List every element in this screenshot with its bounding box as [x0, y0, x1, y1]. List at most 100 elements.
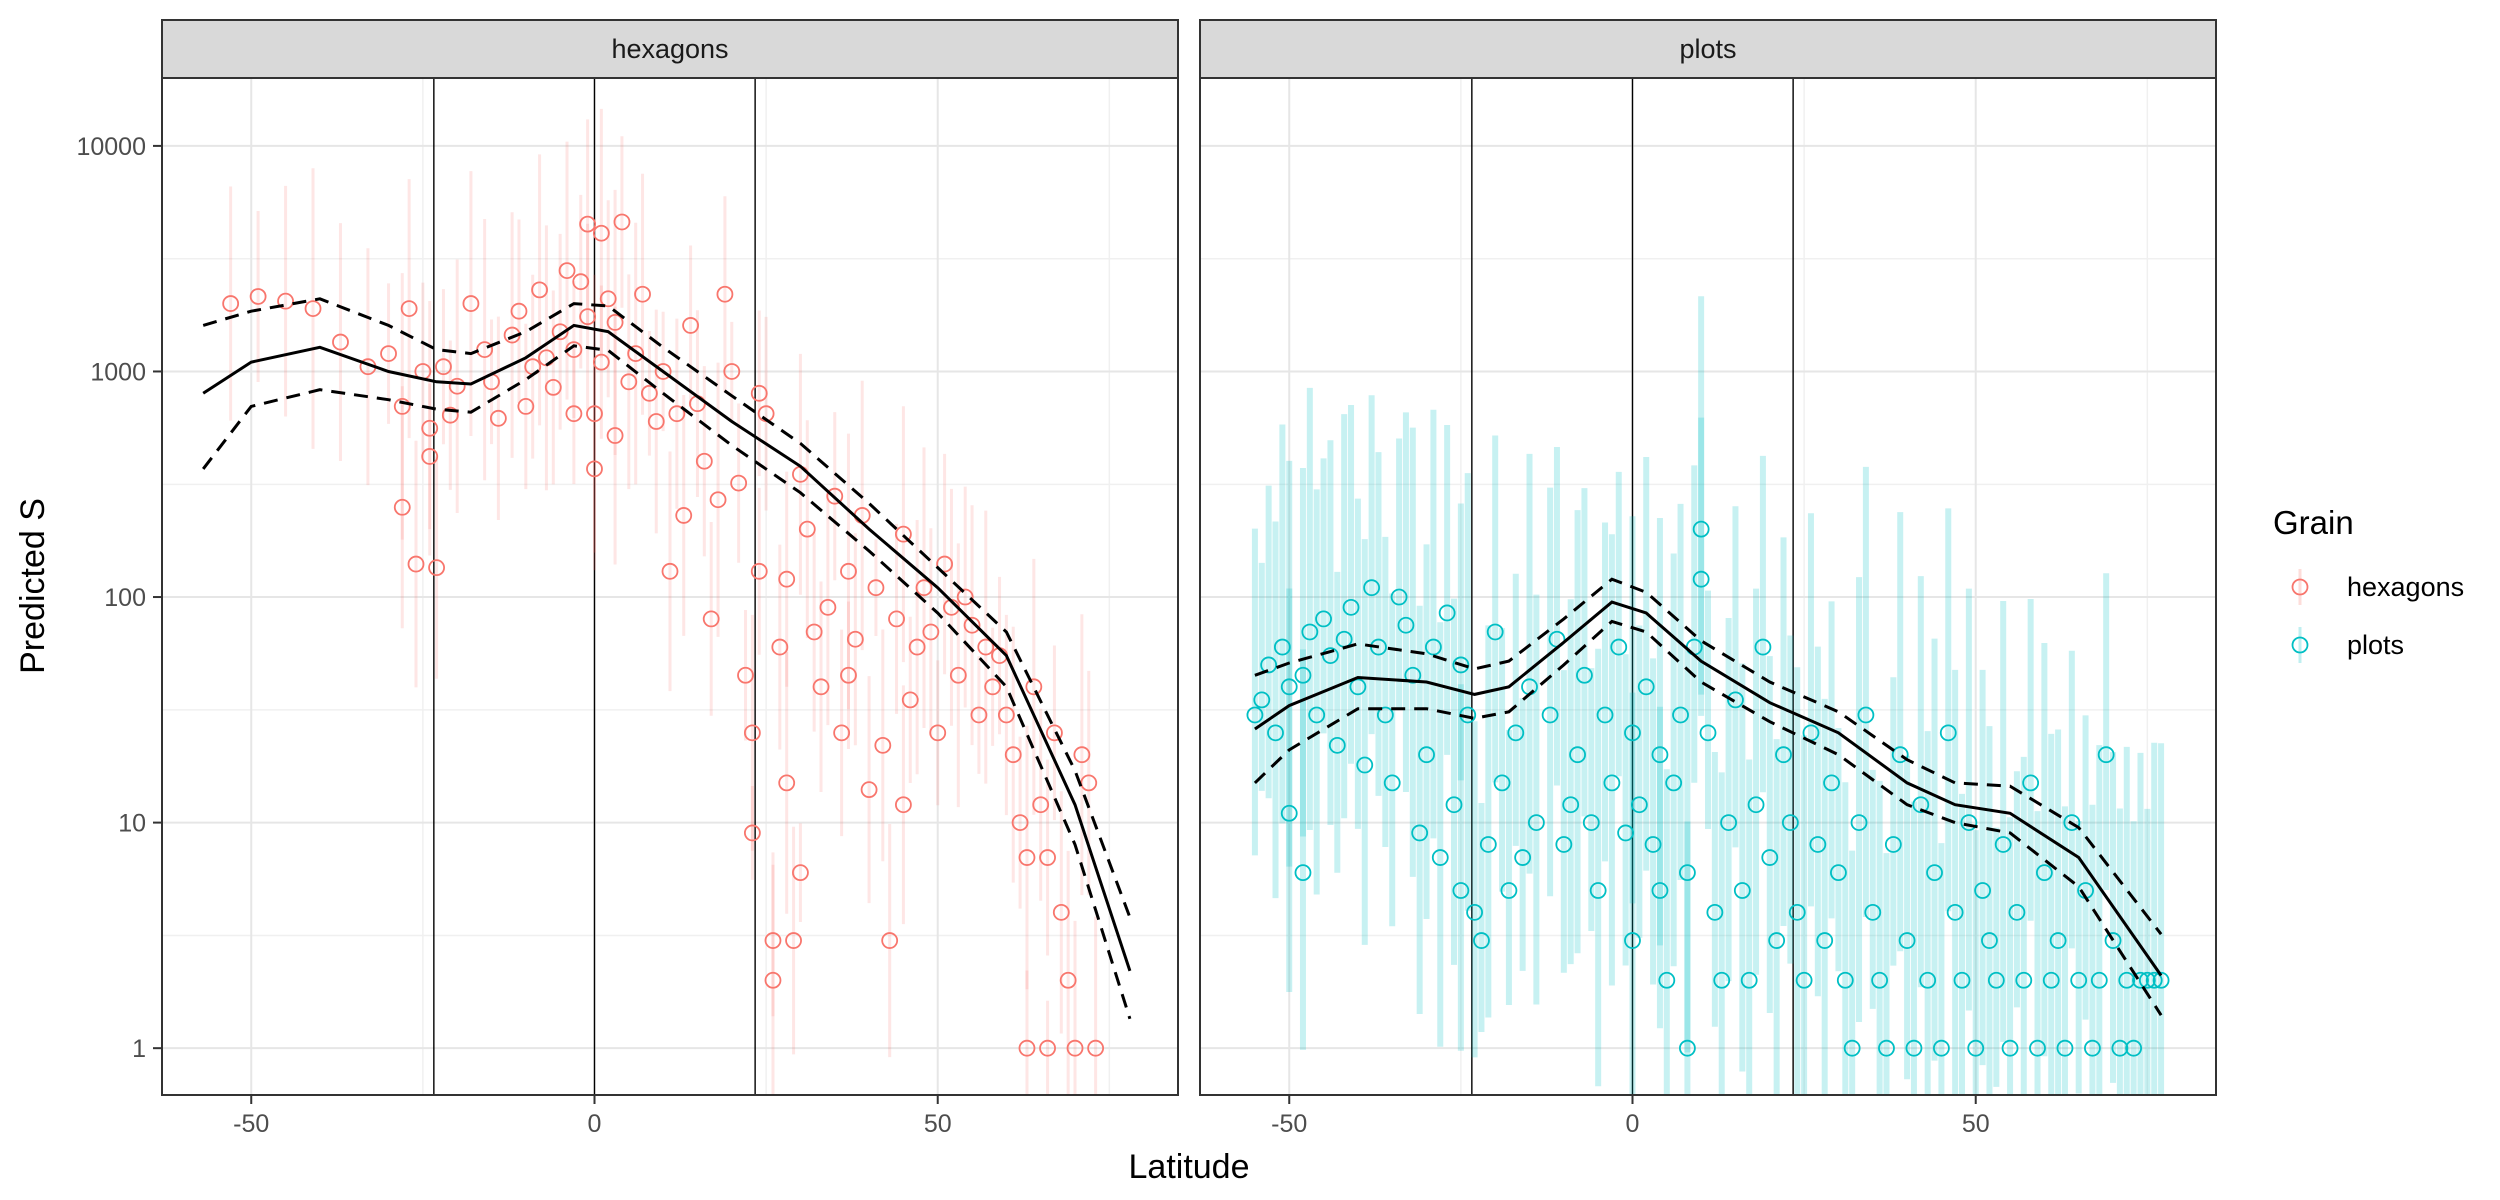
data-points — [222, 213, 1105, 1057]
data-point — [1740, 971, 1758, 989]
data-point — [1342, 598, 1360, 616]
data-point — [586, 460, 603, 478]
data-point — [565, 405, 583, 423]
data-point — [709, 491, 727, 509]
data-point — [1404, 666, 1422, 684]
data-point — [805, 623, 823, 641]
data-point — [1761, 849, 1779, 866]
data-point — [599, 290, 617, 308]
data-point — [2097, 746, 2115, 764]
data-point — [743, 824, 761, 842]
legend-key-plots: plots — [2291, 627, 2404, 663]
data-point — [1018, 1039, 1036, 1057]
data-point — [551, 323, 569, 341]
data-point — [1857, 706, 1875, 724]
data-point — [2084, 1039, 2101, 1057]
data-point — [641, 384, 658, 402]
y-tick-label: 1000 — [90, 358, 146, 386]
data-point — [1411, 824, 1429, 842]
panel-plots: plots -50 0 50 — [1199, 19, 2217, 1138]
data-point — [462, 295, 480, 312]
data-point — [743, 724, 761, 742]
data-point — [1658, 971, 1676, 989]
data-point — [723, 363, 741, 380]
x-tick-label: 0 — [1626, 1110, 1640, 1138]
data-point — [1576, 666, 1593, 684]
data-point — [1046, 724, 1063, 742]
data-point — [675, 507, 693, 524]
data-point — [1699, 724, 1717, 742]
data-point — [1974, 882, 1991, 899]
data-point — [1830, 864, 1847, 882]
data-point — [1294, 864, 1312, 882]
data-point — [1438, 604, 1456, 622]
data-point — [2145, 971, 2163, 989]
data-point — [1466, 903, 1483, 921]
data-point — [1624, 932, 1641, 949]
data-point — [661, 562, 679, 580]
fit-lower-bound-line — [1253, 619, 2163, 1017]
data-point — [558, 262, 576, 280]
data-point — [1267, 724, 1284, 742]
data-point — [1383, 774, 1401, 792]
data-point — [812, 678, 830, 696]
data-point — [1011, 814, 1029, 832]
data-point — [1946, 903, 1964, 921]
facet-strip-label: plots — [1679, 34, 1736, 64]
data-point — [1933, 1039, 1950, 1057]
data-point — [222, 295, 240, 312]
data-point — [1308, 706, 1326, 724]
y-tick-label: 10000 — [76, 133, 146, 161]
error-bars — [229, 108, 1098, 1095]
data-point — [737, 666, 754, 684]
data-point — [915, 579, 933, 597]
data-point — [1994, 836, 2012, 853]
data-point — [592, 224, 610, 242]
data-point — [792, 864, 809, 882]
panel-background — [1200, 78, 2216, 1095]
data-point — [1280, 678, 1298, 696]
data-point — [895, 796, 912, 814]
data-point — [997, 706, 1015, 724]
data-point — [1644, 836, 1662, 853]
data-point — [1926, 864, 1943, 882]
data-point — [1891, 746, 1909, 764]
data-point — [1514, 849, 1532, 866]
data-point — [1823, 774, 1840, 792]
data-point — [977, 638, 995, 656]
data-point — [1651, 882, 1669, 899]
data-point — [750, 562, 768, 580]
data-point — [1004, 746, 1022, 764]
data-point — [695, 452, 713, 470]
panel-hexagons: hexagons -50 0 50 1 10 100 1000 10000 — [76, 19, 1179, 1138]
data-point — [606, 427, 624, 444]
x-tick-label: 50 — [1962, 1110, 1990, 1138]
data-point — [1080, 774, 1098, 792]
data-point — [517, 398, 535, 415]
fit-upper-bound-line — [202, 297, 1132, 918]
data-point — [572, 273, 590, 291]
data-point — [2118, 971, 2136, 989]
data-point — [798, 520, 816, 538]
data-point — [531, 281, 548, 299]
data-point — [2125, 1039, 2143, 1057]
data-point — [1850, 814, 1868, 832]
data-point — [922, 623, 940, 641]
data-point — [1692, 570, 1710, 588]
data-point — [1768, 932, 1786, 949]
data-point — [1610, 638, 1628, 656]
data-point — [2111, 1039, 2129, 1057]
data-point — [1500, 882, 1518, 899]
fit-lower-bound-line — [202, 344, 1132, 1020]
data-point — [840, 562, 857, 580]
data-point — [2022, 774, 2040, 792]
data-point — [888, 610, 905, 628]
data-point — [1864, 903, 1882, 921]
data-point — [489, 409, 507, 427]
data-point — [620, 373, 638, 391]
data-point — [2049, 932, 2067, 949]
y-axis-title: Predicted S — [14, 498, 52, 674]
data-point — [826, 487, 844, 505]
data-point — [750, 384, 768, 402]
data-point — [1733, 882, 1751, 899]
